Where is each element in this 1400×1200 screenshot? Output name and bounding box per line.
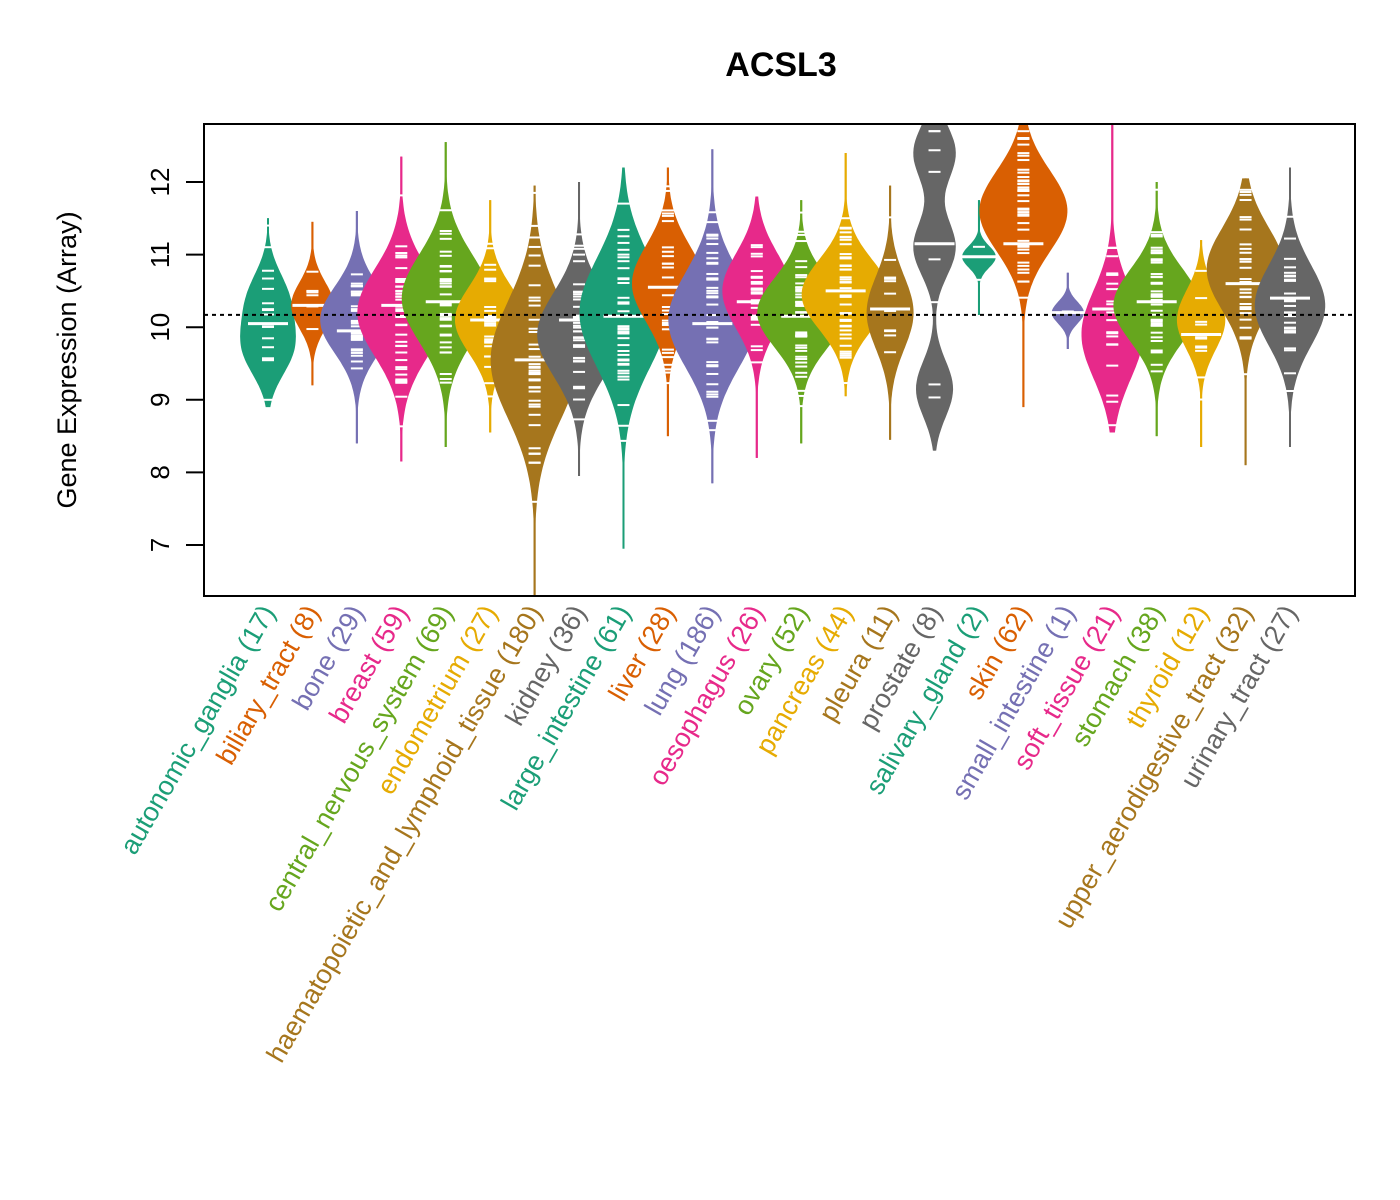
violin-skin [979, 124, 1068, 408]
violin-salivary-gland [958, 200, 999, 315]
y-axis-label: Gene Expression (Array) [52, 211, 82, 508]
violin-prostate [913, 124, 956, 451]
violins-group [240, 124, 1326, 596]
violin-body [291, 221, 334, 386]
y-tick-label: 7 [145, 538, 175, 552]
violin-body [632, 167, 704, 437]
violin-body [240, 218, 296, 408]
violin-oesophagus [722, 196, 792, 458]
violin-body [1206, 178, 1285, 466]
violin-bone [320, 211, 394, 444]
plot-frame [203, 123, 1356, 597]
y-tick-label: 12 [145, 168, 175, 197]
violin-haematopoietic-and-lymphoid-tissue [490, 185, 579, 596]
y-tick-label: 11 [145, 241, 175, 268]
violin-ovary [757, 200, 846, 444]
violin-small-intestine [1047, 272, 1088, 349]
violin-lung [668, 149, 757, 484]
violin-upper-aerodigestive-tract [1206, 178, 1285, 466]
chart-title: ACSL3 [725, 46, 836, 84]
violin-body [722, 196, 792, 458]
violin-central-nervous-system [401, 142, 490, 447]
violin-body [579, 167, 668, 549]
y-tick-label: 10 [145, 313, 175, 342]
y-tick-label: 8 [145, 465, 175, 479]
violin-pancreas [801, 152, 890, 397]
violin-body [1254, 167, 1326, 447]
violin-body [757, 200, 846, 444]
violin-urinary-tract [1254, 167, 1326, 447]
violin-body [801, 153, 890, 397]
violin-autonomic-ganglia [240, 218, 296, 408]
violin-stomach [1113, 182, 1200, 437]
x-axis-labels: autonomic_ganglia (17)biliary_tract (8)b… [114, 600, 1303, 1067]
y-axis: 7 8 9 10 11 12 [145, 168, 204, 552]
violin-large-intestine [579, 167, 668, 549]
violin-body [913, 124, 956, 451]
violin-body [668, 149, 757, 484]
violin-body [866, 185, 914, 440]
violin-body [1081, 124, 1144, 433]
y-tick-label: 9 [145, 393, 175, 407]
violin-body [1113, 182, 1200, 437]
violin-liver [632, 167, 704, 437]
violin-body [537, 182, 621, 476]
violin-pleura [866, 185, 914, 440]
